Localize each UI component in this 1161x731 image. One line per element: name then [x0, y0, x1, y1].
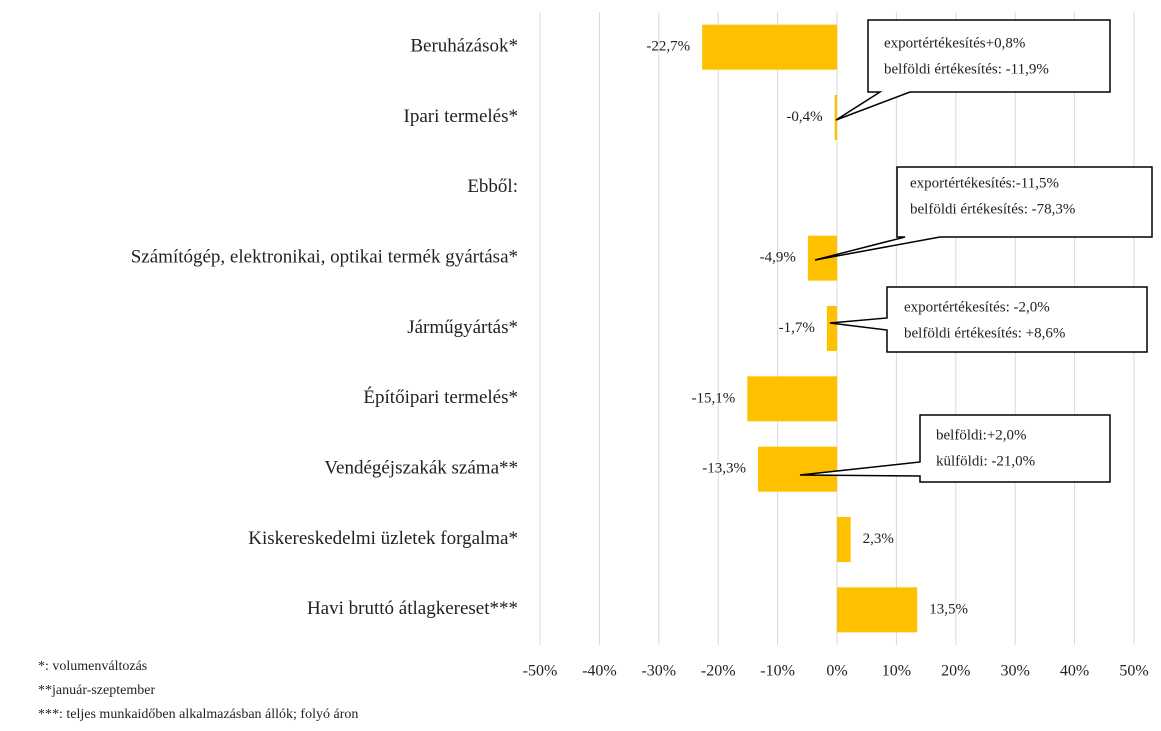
- callout-text: exportértékesítés: -2,0%: [904, 299, 1050, 315]
- bar: [702, 24, 837, 70]
- category-label: Ipari termelés*: [404, 106, 518, 127]
- category-label: Vendégéjszakák száma**: [324, 458, 518, 479]
- value-label: 2,3%: [863, 531, 894, 547]
- callout-text: exportértékesítés:-11,5%: [910, 175, 1059, 191]
- callout-box: [799, 414, 1111, 483]
- x-tick-label: -10%: [760, 663, 795, 680]
- footnote: **január-szeptember: [38, 683, 155, 698]
- value-label: 13,5%: [929, 601, 968, 617]
- category-label: Járműgyártás*: [407, 317, 518, 338]
- category-label: Beruházások*: [410, 36, 518, 57]
- callout-text: belföldi értékesítés: -11,9%: [884, 61, 1049, 77]
- bar: [757, 446, 837, 492]
- bar: [837, 517, 851, 562]
- value-label: -1,7%: [779, 320, 815, 336]
- callout-text: exportértékesítés+0,8%: [884, 35, 1025, 51]
- x-tick-label: -30%: [641, 663, 676, 680]
- category-label: Havi bruttó átlagkereset***: [307, 598, 518, 619]
- x-tick-label: -40%: [582, 663, 617, 680]
- x-tick-label: 0%: [826, 663, 847, 680]
- bar: [834, 95, 837, 140]
- value-label: -15,1%: [692, 390, 736, 406]
- category-label: Építőipari termelés*: [363, 386, 518, 408]
- x-tick-label: 20%: [941, 663, 970, 680]
- value-label: -0,4%: [786, 109, 822, 125]
- callout-box: [829, 286, 1148, 353]
- x-tick-label: 40%: [1060, 663, 1089, 680]
- category-label: Ebből:: [467, 176, 518, 197]
- callout-text: külföldi: -21,0%: [936, 453, 1035, 469]
- callout-box: [814, 166, 1153, 261]
- callout-text: belföldi:+2,0%: [936, 427, 1027, 443]
- x-tick-label: 30%: [1001, 663, 1030, 680]
- bar: [826, 306, 837, 351]
- category-label: Számítógép, elektronikai, optikai termék…: [131, 247, 518, 268]
- x-tick-label: -50%: [523, 663, 558, 680]
- bar: [747, 376, 837, 422]
- callout-text: belföldi értékesítés: +8,6%: [904, 325, 1065, 341]
- footnote: *: volumenváltozás: [38, 659, 147, 674]
- value-label: -4,9%: [760, 250, 796, 266]
- footnote: ***: teljes munkaidőben alkalmazásban ál…: [38, 707, 358, 722]
- value-label: -13,3%: [702, 461, 746, 477]
- x-tick-label: 50%: [1119, 663, 1148, 680]
- bar: [837, 587, 918, 633]
- callout-box: [835, 19, 1111, 121]
- category-label: Kiskereskedelmi üzletek forgalma*: [248, 528, 518, 549]
- callout-text: belföldi értékesítés: -78,3%: [910, 201, 1075, 217]
- x-tick-label: -20%: [701, 663, 736, 680]
- x-tick-label: 10%: [882, 663, 911, 680]
- value-label: -22,7%: [646, 39, 690, 55]
